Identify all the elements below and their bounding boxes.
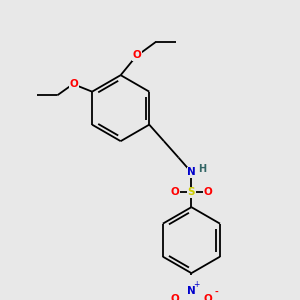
Text: O: O xyxy=(170,294,179,300)
Text: O: O xyxy=(133,50,142,60)
Text: N: N xyxy=(187,167,196,177)
Text: O: O xyxy=(203,294,212,300)
Text: O: O xyxy=(69,79,78,89)
Text: O: O xyxy=(170,188,179,197)
Text: O: O xyxy=(203,188,212,197)
Text: N: N xyxy=(187,286,196,296)
Text: S: S xyxy=(188,188,195,197)
Text: H: H xyxy=(198,164,206,174)
Text: -: - xyxy=(214,288,218,297)
Text: +: + xyxy=(193,280,199,289)
